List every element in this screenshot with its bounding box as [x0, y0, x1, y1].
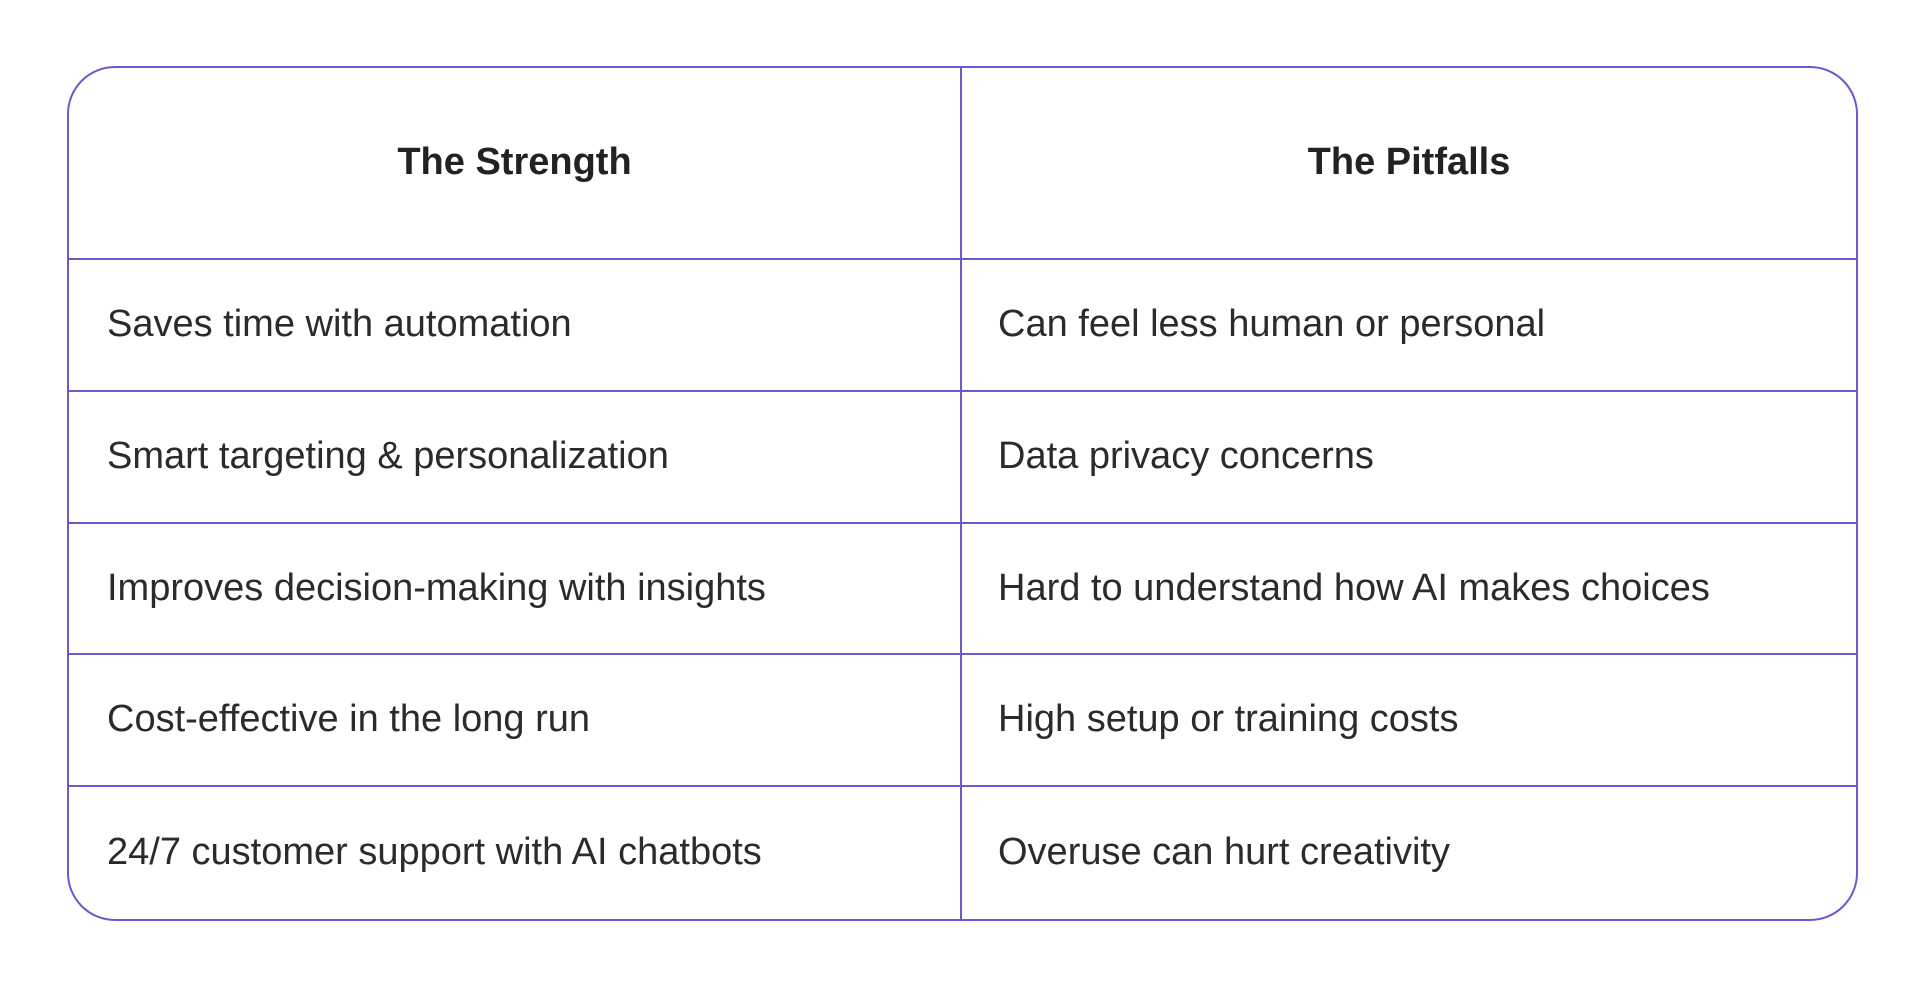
strength-cell: 24/7 customer support with AI chatbots: [69, 787, 962, 919]
strength-cell: Cost-effective in the long run: [69, 655, 962, 788]
pitfall-cell: High setup or training costs: [962, 655, 1856, 788]
strength-cell: Saves time with automation: [69, 260, 962, 392]
pitfall-cell: Overuse can hurt creativity: [998, 831, 1450, 874]
header-strength: The Strength: [69, 68, 962, 260]
pitfall-cell: Data privacy concerns: [962, 392, 1856, 524]
pitfall-cell: Can feel less human or personal: [962, 260, 1856, 392]
pitfall-cell: Hard to understand how AI makes choices: [962, 524, 1856, 656]
strength-cell: Improves decision-making with insights: [69, 523, 962, 656]
comparison-table: The Strength The Pitfalls Saves time wit…: [67, 66, 1858, 921]
header-pitfalls: The Pitfalls: [962, 68, 1856, 260]
strength-cell: Smart targeting & personalization: [69, 391, 962, 524]
comparison-table-grid: The Strength The Pitfalls Saves time wit…: [69, 68, 1856, 919]
